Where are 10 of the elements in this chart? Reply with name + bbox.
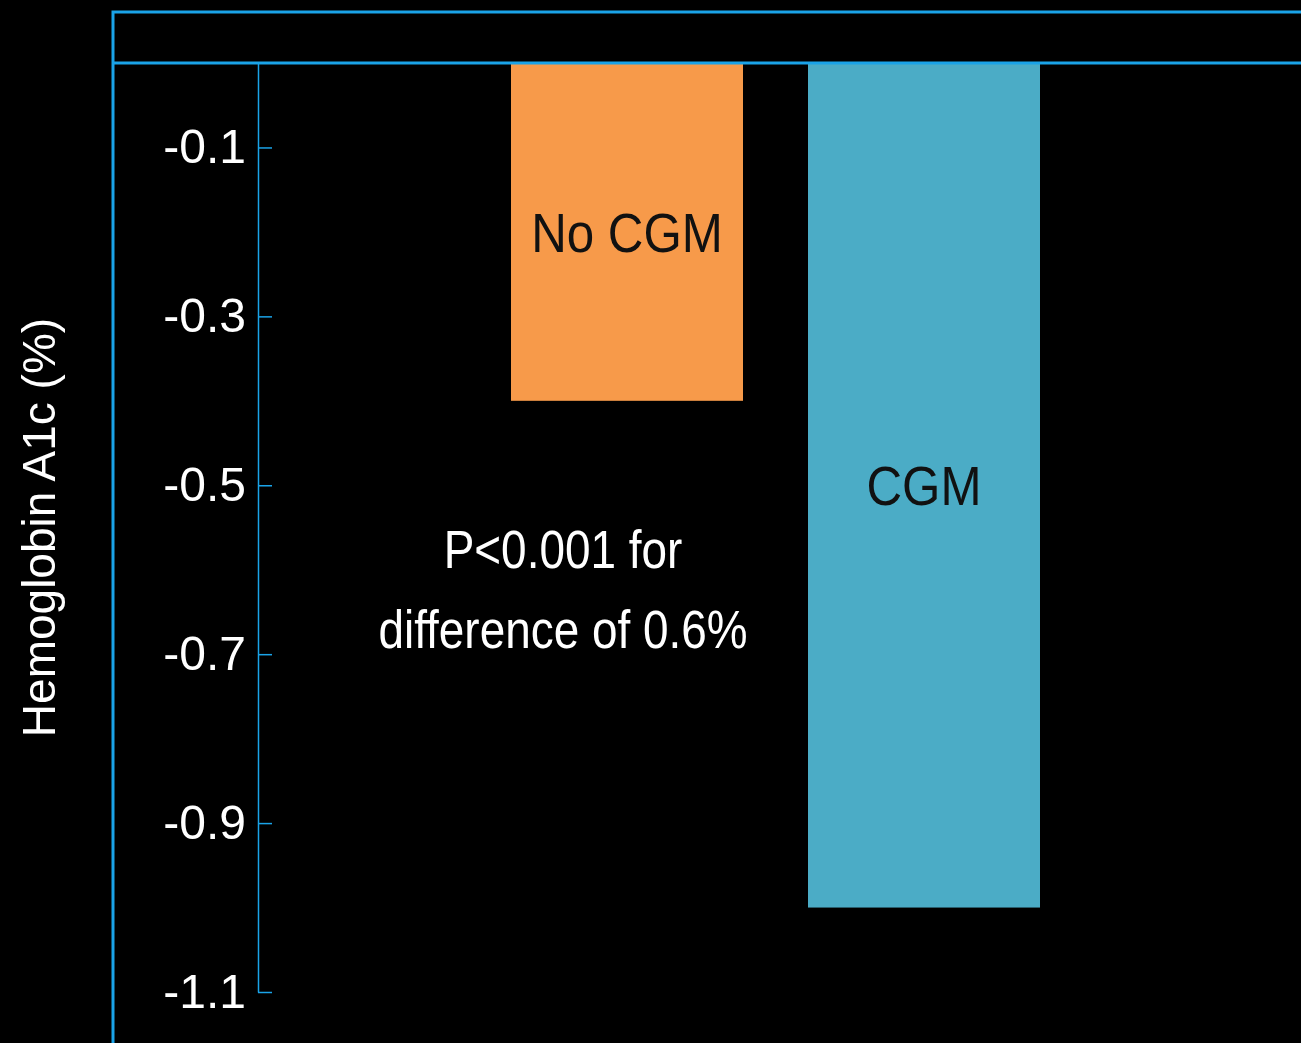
y-tick-label: -0.9 [163, 795, 246, 849]
y-tick-label: -1.1 [163, 964, 246, 1018]
y-axis-title: Hemoglobin A1c (%) [13, 317, 65, 738]
y-tick-label: -0.7 [163, 627, 246, 681]
x-tick-label: CGM [866, 454, 982, 517]
y-tick-label: -0.3 [163, 289, 246, 343]
y-tick-label: -0.5 [163, 458, 246, 512]
annotation: P<0.001 for difference of 0.6% [378, 519, 748, 660]
y-tick-label: -0.1 [163, 120, 246, 174]
x-tick-label: No CGM [531, 200, 723, 264]
